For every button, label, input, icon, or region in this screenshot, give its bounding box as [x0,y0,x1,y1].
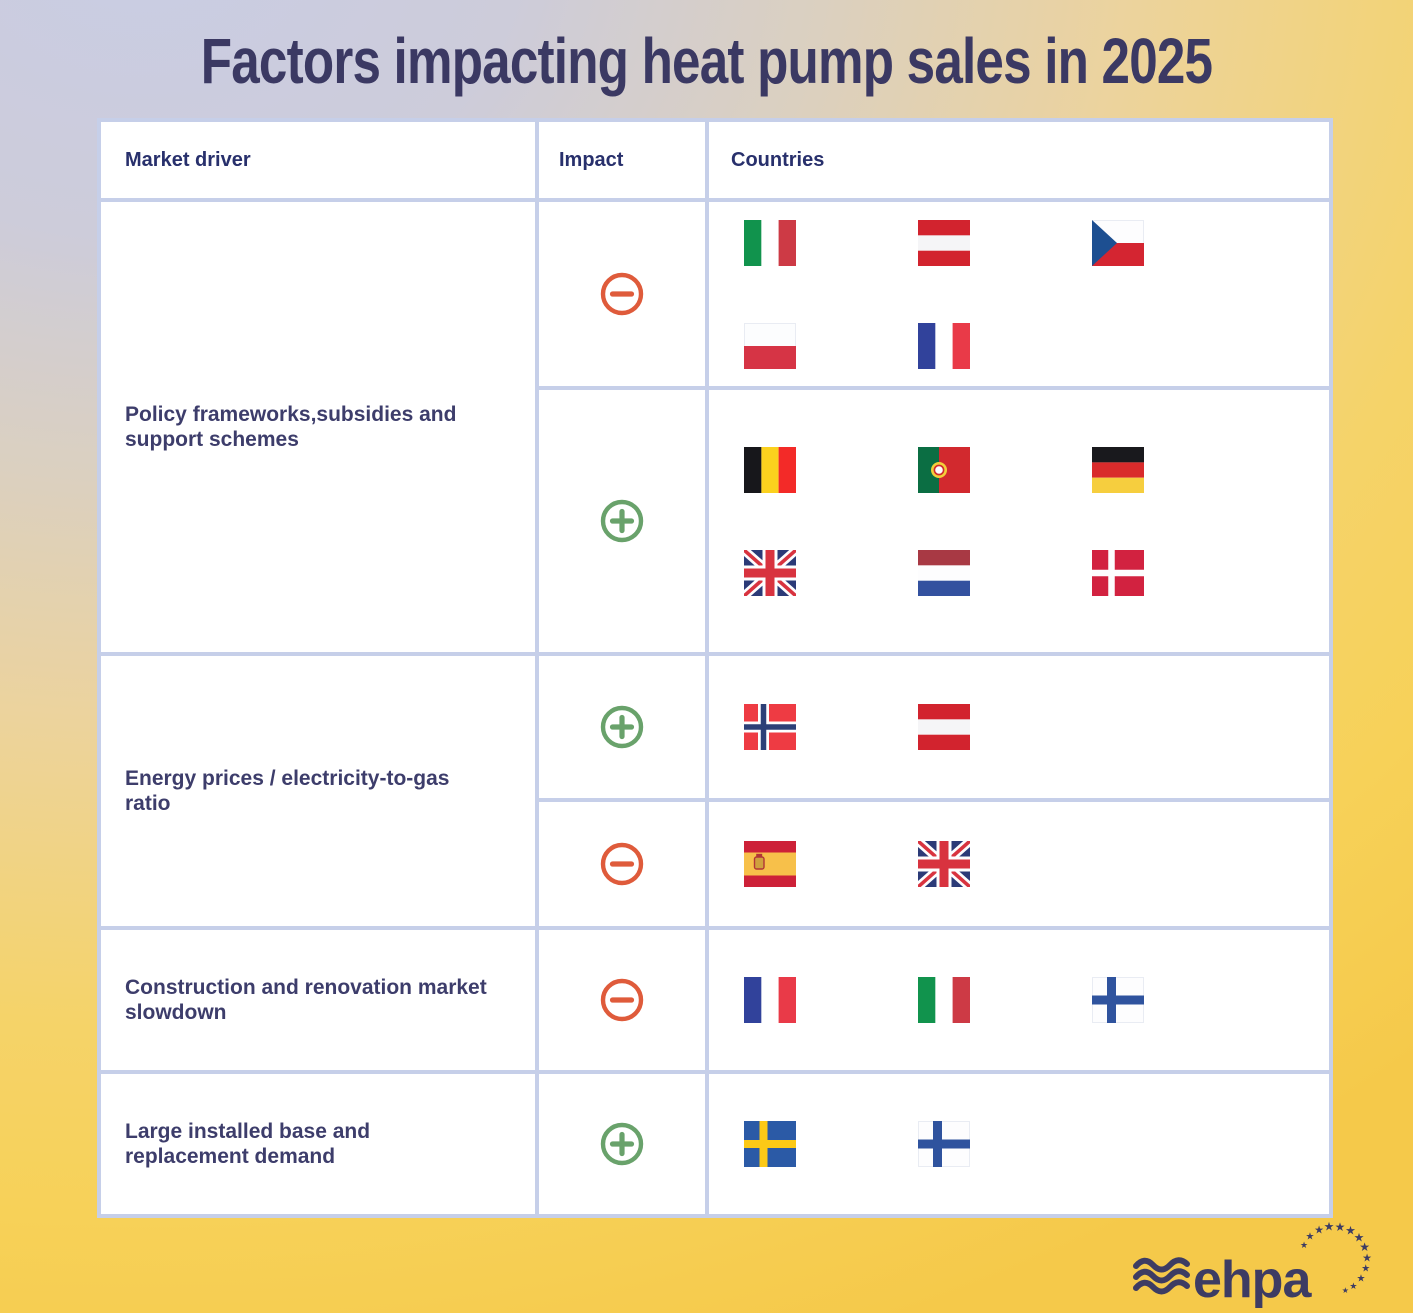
france-flag-icon [918,322,970,369]
page-title: Factors impacting heat pump sales in 202… [200,25,1213,97]
minus-circle-icon [600,842,644,886]
spain-flag-icon [744,841,796,887]
flag-row [744,322,1329,369]
netherlands-flag-icon [918,549,970,596]
minus-circle-icon [600,272,644,316]
plus-circle-icon [600,499,644,543]
impact-cell-energy-negative [539,802,705,926]
svg-text:★: ★ [1342,1286,1349,1295]
italy-flag-icon [744,219,796,266]
impact-cell-construction-negative [539,930,705,1070]
austria-flag-icon [918,704,970,750]
header-label: Countries [731,148,825,171]
flag-row [744,841,1329,887]
svg-text:★: ★ [1354,1231,1365,1245]
svg-text:★: ★ [1324,1221,1335,1234]
france-flag-icon [744,977,796,1023]
eu-stars-icon: ★ ★ ★ ★ ★ ★ ★ ★ ★ ★ ★ ★ ★ [1300,1221,1372,1295]
factors-table: Market driver Impact Countries Policy fr… [97,118,1333,1218]
norway-flag-icon [744,704,796,750]
svg-text:★: ★ [1306,1232,1315,1243]
impact-cell-policy-positive [539,390,705,652]
svg-text:★: ★ [1349,1282,1357,1292]
germany-flag-icon [1092,446,1144,493]
svg-text:★: ★ [1335,1221,1346,1234]
flag-row [744,704,1329,750]
market-driver-installed-base: Large installed base and replacement dem… [101,1074,535,1214]
belgium-flag-icon [744,446,796,493]
czech-republic-flag-icon [1092,219,1144,266]
impact-cell-policy-negative [539,202,705,386]
waves-icon [1133,1257,1190,1295]
market-driver-policy-frameworks: Policy frameworks,subsidies and support … [101,202,535,652]
driver-label: Policy frameworks,subsidies and support … [125,402,457,451]
driver-label: Construction and renovation market slowd… [125,975,487,1024]
sweden-flag-icon [744,1121,796,1167]
united-kingdom-flag-icon [744,549,796,596]
ehpa-logo: ehpa ★ ★ ★ ★ ★ ★ ★ ★ ★ ★ ★ ★ ★ [1133,1221,1372,1309]
svg-text:★: ★ [1345,1224,1356,1238]
countries-cell-installed-base [709,1074,1329,1214]
plus-circle-icon [600,1122,644,1166]
column-header-impact: Impact [539,122,705,198]
italy-flag-icon [918,977,970,1023]
svg-text:★: ★ [1362,1251,1372,1264]
column-header-countries: Countries [709,122,1329,198]
svg-text:★: ★ [1359,1240,1370,1254]
flag-row [744,549,1329,596]
column-header-market-driver: Market driver [101,122,535,198]
driver-label: Energy prices / electricity-to-gas ratio [125,766,450,815]
united-kingdom-flag-icon [918,841,970,887]
ehpa-logo-text: ehpa [1193,1251,1312,1309]
svg-text:★: ★ [1314,1224,1324,1237]
svg-text:★: ★ [1357,1274,1366,1285]
minus-circle-icon [600,978,644,1022]
flag-row [744,1121,1329,1167]
flag-row [744,977,1329,1023]
poland-flag-icon [744,322,796,369]
impact-cell-installed-base-positive [539,1074,705,1214]
market-driver-construction-slowdown: Construction and renovation market slowd… [101,930,535,1070]
flag-row [744,446,1329,493]
countries-cell-construction [709,930,1329,1070]
finland-flag-icon [1092,977,1144,1023]
countries-cell-energy-negative [709,802,1329,926]
impact-cell-energy-positive [539,656,705,798]
finland-flag-icon [918,1121,970,1167]
flag-row [744,219,1329,266]
countries-cell-policy-positive [709,390,1329,652]
svg-text:★: ★ [1361,1264,1370,1275]
countries-cell-policy-negative [709,202,1329,386]
header-label: Market driver [125,148,251,171]
plus-circle-icon [600,705,644,749]
countries-cell-energy-positive [709,656,1329,798]
driver-label: Large installed base and replacement dem… [125,1119,371,1168]
svg-text:★: ★ [1300,1241,1308,1251]
market-driver-energy-prices: Energy prices / electricity-to-gas ratio [101,656,535,926]
denmark-flag-icon [1092,549,1144,596]
header-label: Impact [559,148,624,171]
portugal-flag-icon [918,446,970,493]
austria-flag-icon [918,219,970,266]
